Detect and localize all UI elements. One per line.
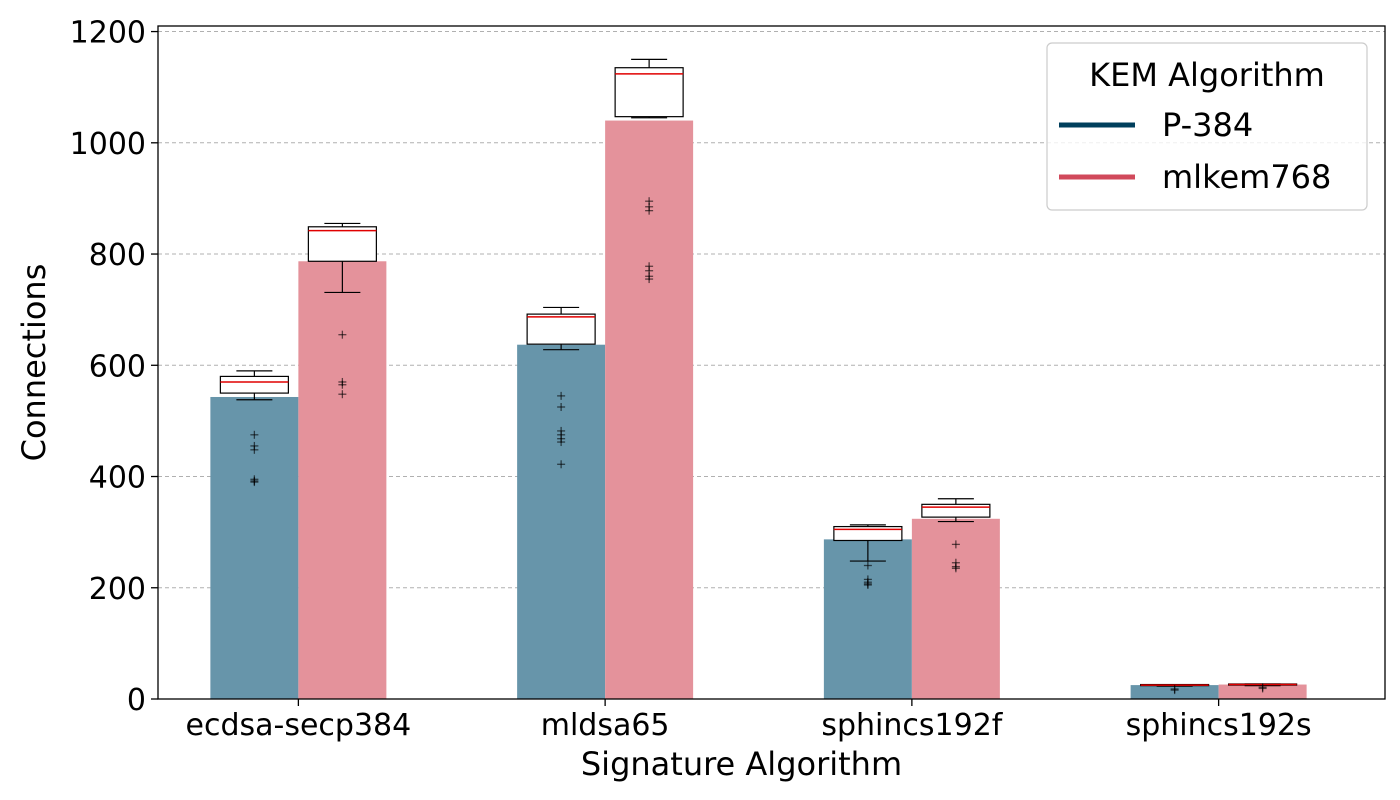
legend-label: mlkem768 xyxy=(1162,158,1331,196)
x-axis-label: Signature Algorithm xyxy=(581,745,902,783)
box xyxy=(307,226,377,262)
x-tick-label: ecdsa-secp384 xyxy=(186,708,412,743)
outlier-point xyxy=(338,330,347,339)
outlier-point xyxy=(645,275,654,284)
y-tick-label: 400 xyxy=(89,461,146,496)
y-tick-label: 200 xyxy=(89,572,146,607)
box xyxy=(921,503,991,518)
y-axis-label: Connections xyxy=(15,264,53,462)
x-tick-label: mldsa65 xyxy=(541,708,670,743)
x-axis-ticks: ecdsa-secp384 mldsa65 sphincs192f sphincs19… xyxy=(186,699,1312,743)
outlier-point xyxy=(951,540,960,549)
outlier-point xyxy=(557,402,566,411)
y-tick-label: 800 xyxy=(89,238,146,273)
legend-label: P-384 xyxy=(1162,106,1253,144)
outlier-points xyxy=(250,197,1267,695)
x-tick-label: sphincs192f xyxy=(821,708,1003,743)
outlier-point xyxy=(557,460,566,469)
y-axis-ticks: 0 200 400 600 800 1000 1200 xyxy=(70,16,158,718)
outlier-point xyxy=(250,445,259,454)
legend-box xyxy=(1046,42,1368,211)
plot-frame xyxy=(157,25,1386,700)
outlier-point xyxy=(250,478,259,487)
legend-items: P-384 mlkem768 xyxy=(1059,106,1331,196)
outlier-point xyxy=(951,564,960,573)
box xyxy=(526,313,596,345)
outlier-point xyxy=(1258,684,1267,693)
bar xyxy=(911,518,1000,699)
outlier-point xyxy=(557,391,566,400)
y-tick-label: 0 xyxy=(127,683,146,718)
outlier-point xyxy=(863,561,872,570)
y-tick-label: 600 xyxy=(89,349,146,384)
outlier-point xyxy=(338,390,347,399)
box-plots xyxy=(219,58,1298,687)
legend-title: KEM Algorithm xyxy=(1089,56,1325,94)
bar xyxy=(605,120,694,700)
x-tick-label: sphincs192s xyxy=(1126,708,1312,743)
bar xyxy=(298,261,387,699)
box xyxy=(219,375,289,394)
y-tick-label: 1000 xyxy=(70,127,146,162)
legend: KEM Algorithm P-384 mlkem768 xyxy=(1046,42,1368,211)
outlier-point xyxy=(557,438,566,447)
box xyxy=(614,67,684,118)
outlier-point xyxy=(645,206,654,215)
outlier-point xyxy=(863,580,872,589)
outlier-point xyxy=(1170,686,1179,695)
outlier-point xyxy=(338,380,347,389)
outlier-point xyxy=(250,430,259,439)
y-tick-label: 1200 xyxy=(70,16,146,51)
